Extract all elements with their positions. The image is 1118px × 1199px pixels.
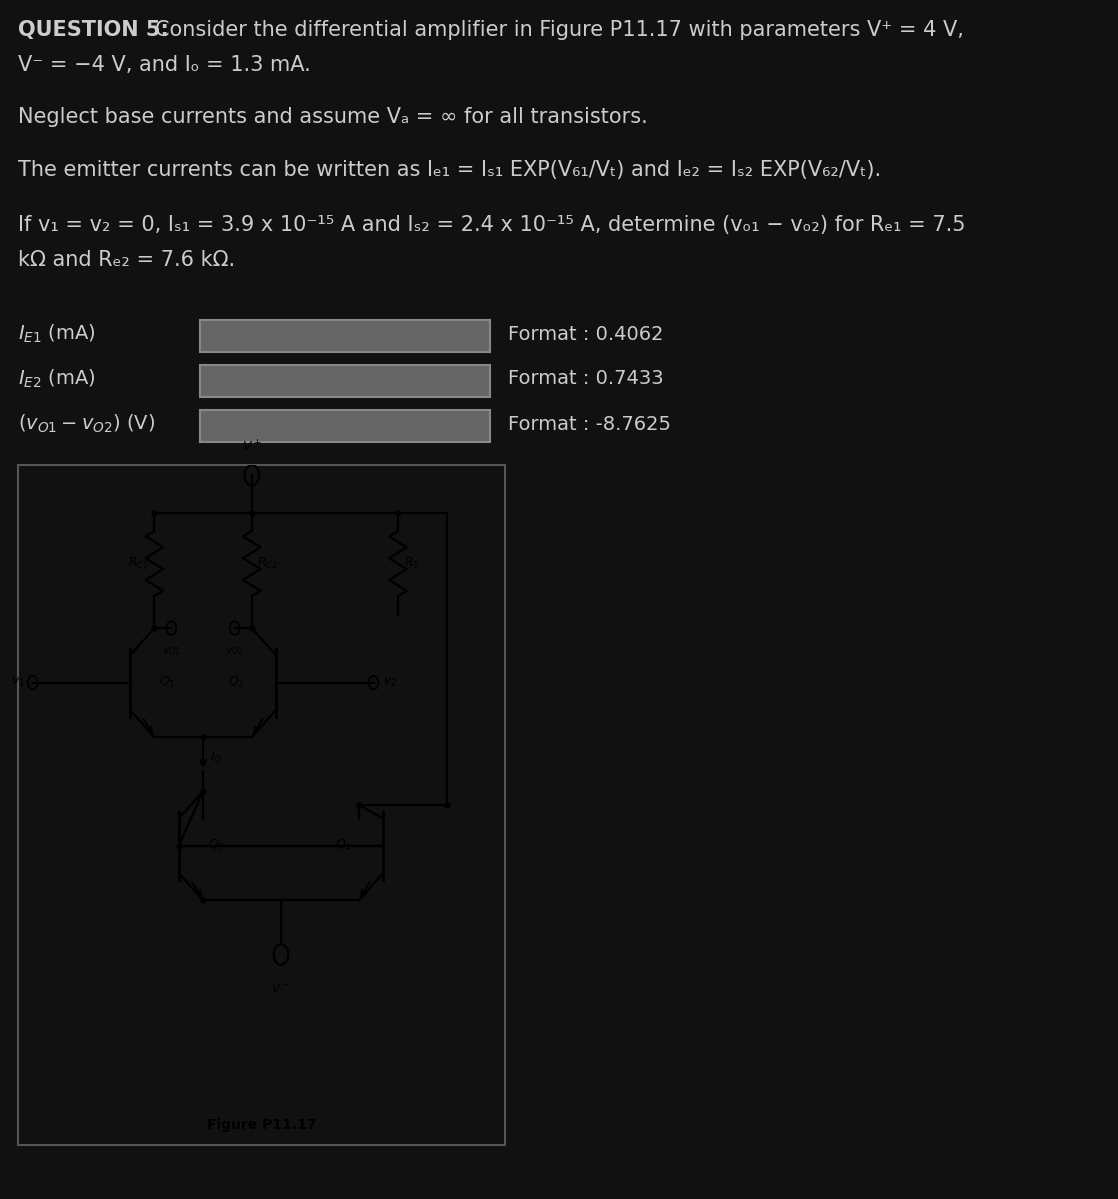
Bar <box>200 410 490 442</box>
Text: $I_{E1}$ (mA): $I_{E1}$ (mA) <box>18 323 96 345</box>
Text: $Q_3$: $Q_3$ <box>208 838 225 854</box>
Text: $I_O$: $I_O$ <box>210 749 222 765</box>
Bar <box>200 320 490 353</box>
Text: $V^-$: $V^-$ <box>272 982 291 995</box>
Text: $V^+$: $V^+$ <box>241 440 262 454</box>
Text: $I_{E2}$ (mA): $I_{E2}$ (mA) <box>18 368 96 390</box>
Text: $(v_{O1} - v_{O2})$ (V): $(v_{O1} - v_{O2})$ (V) <box>18 412 155 435</box>
Text: $v_{O2}$: $v_{O2}$ <box>226 645 244 657</box>
Text: Figure P11.17: Figure P11.17 <box>207 1117 316 1132</box>
Text: Consider the differential amplifier in Figure P11.17 with parameters V⁺ = 4 V,: Consider the differential amplifier in F… <box>155 20 964 40</box>
Text: $R_1$: $R_1$ <box>404 556 419 571</box>
Text: Format : 0.7433: Format : 0.7433 <box>508 369 664 388</box>
Text: If v₁ = v₂ = 0, Iₛ₁ = 3.9 x 10⁻¹⁵ A and Iₛ₂ = 2.4 x 10⁻¹⁵ A, determine (vₒ₁ − vₒ: If v₁ = v₂ = 0, Iₛ₁ = 3.9 x 10⁻¹⁵ A and … <box>18 215 966 235</box>
Bar <box>18 465 505 1145</box>
Text: $R_{C1}$: $R_{C1}$ <box>127 556 150 571</box>
Text: $v_{O1}$: $v_{O1}$ <box>162 645 181 657</box>
Text: Format : 0.4062: Format : 0.4062 <box>508 325 663 343</box>
Text: kΩ and Rₑ₂ = 7.6 kΩ.: kΩ and Rₑ₂ = 7.6 kΩ. <box>18 251 235 270</box>
Text: The emitter currents can be written as Iₑ₁ = Iₛ₁ EXP(V₆₁/Vₜ) and Iₑ₂ = Iₛ₂ EXP(V: The emitter currents can be written as I… <box>18 159 881 180</box>
Bar <box>200 364 490 397</box>
Text: Neglect base currents and assume Vₐ = ∞ for all transistors.: Neglect base currents and assume Vₐ = ∞ … <box>18 107 647 127</box>
Text: Format : -8.7625: Format : -8.7625 <box>508 415 671 434</box>
Text: $R_{C2}$: $R_{C2}$ <box>257 556 278 571</box>
Text: QUESTION 5:: QUESTION 5: <box>18 20 169 40</box>
Text: $Q_4$: $Q_4$ <box>334 838 351 854</box>
Text: V⁻ = −4 V, and Iₒ = 1.3 mA.: V⁻ = −4 V, and Iₒ = 1.3 mA. <box>18 55 311 76</box>
Text: $v_1$: $v_1$ <box>11 676 26 689</box>
Text: $v_2$: $v_2$ <box>383 676 397 689</box>
Text: $Q_2$: $Q_2$ <box>228 675 245 691</box>
Text: $Q_1$: $Q_1$ <box>159 675 176 691</box>
